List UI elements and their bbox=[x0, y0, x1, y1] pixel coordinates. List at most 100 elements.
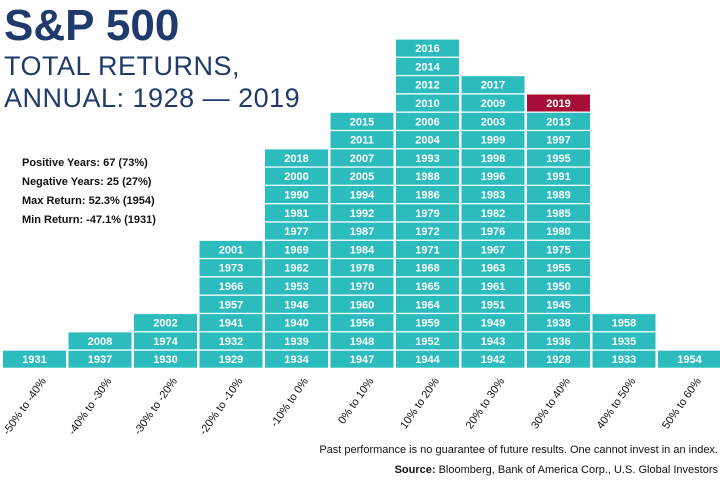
year-label: 1988 bbox=[415, 171, 439, 183]
year-label: 1981 bbox=[284, 208, 308, 220]
year-label: 1994 bbox=[350, 190, 375, 202]
year-box-1946: 1946 bbox=[265, 295, 328, 313]
year-label: 1985 bbox=[546, 208, 570, 220]
year-box-rect bbox=[330, 186, 394, 203]
year-box-rect bbox=[396, 76, 459, 94]
year-box-rect bbox=[461, 332, 525, 350]
year-box-1938: 1938 bbox=[527, 314, 590, 332]
year-box-2014: 2014 bbox=[396, 57, 459, 75]
category-label: 20% to 30% bbox=[464, 376, 508, 432]
year-box-1943: 1943 bbox=[461, 332, 525, 350]
year-box-1985: 1985 bbox=[527, 204, 590, 222]
year-label: 2014 bbox=[415, 61, 440, 73]
year-label: 1979 bbox=[415, 208, 439, 220]
year-box-rect bbox=[330, 167, 394, 185]
year-label: 1959 bbox=[415, 318, 439, 330]
year-box-1955: 1955 bbox=[527, 259, 590, 277]
year-box-rect bbox=[330, 332, 394, 350]
year-label: 1937 bbox=[88, 354, 112, 366]
year-box-1964: 1964 bbox=[396, 295, 459, 313]
year-box-rect bbox=[3, 350, 66, 368]
year-box-1930: 1930 bbox=[134, 350, 197, 368]
year-box-1929: 1929 bbox=[199, 350, 263, 368]
year-label: 1966 bbox=[219, 281, 243, 293]
year-box-1983: 1983 bbox=[461, 186, 525, 203]
year-label: 1992 bbox=[350, 208, 374, 220]
year-box-1948: 1948 bbox=[330, 332, 394, 350]
year-label: 1998 bbox=[481, 153, 505, 165]
year-label: 2000 bbox=[284, 171, 308, 183]
year-box-rect bbox=[461, 259, 525, 277]
year-label: 1939 bbox=[284, 336, 308, 348]
year-box-2012: 2012 bbox=[396, 76, 459, 94]
year-box-rect bbox=[527, 186, 590, 203]
year-box-rect bbox=[527, 94, 590, 112]
year-label: 1942 bbox=[481, 354, 505, 366]
year-box-rect bbox=[527, 314, 590, 332]
year-box-rect bbox=[396, 186, 459, 203]
year-label: 2008 bbox=[88, 336, 112, 348]
year-label: 1995 bbox=[546, 153, 570, 165]
title-block: S&P 500 TOTAL RETURNS, ANNUAL: 1928 — 20… bbox=[4, 2, 300, 114]
year-label: 1977 bbox=[284, 226, 308, 238]
year-box-1974: 1974 bbox=[134, 332, 197, 350]
year-box-rect bbox=[527, 222, 590, 240]
year-label: 1938 bbox=[546, 318, 570, 330]
year-box-rect bbox=[396, 39, 459, 57]
year-box-1950: 1950 bbox=[527, 277, 590, 295]
year-label: 1968 bbox=[415, 263, 439, 275]
year-label: 1957 bbox=[219, 299, 243, 311]
year-box-rect bbox=[330, 112, 394, 130]
category-label: -30% to -20% bbox=[132, 376, 180, 438]
year-label: 1974 bbox=[153, 336, 178, 348]
year-box-1958: 1958 bbox=[592, 314, 656, 332]
year-box-1984: 1984 bbox=[330, 240, 394, 258]
year-box-rect bbox=[330, 350, 394, 368]
year-label: 1961 bbox=[481, 281, 505, 293]
year-box-1981: 1981 bbox=[265, 204, 328, 222]
year-label: 1944 bbox=[415, 354, 440, 366]
year-box-rect bbox=[330, 222, 394, 240]
year-box-2017: 2017 bbox=[461, 76, 525, 94]
year-label: 1932 bbox=[219, 336, 243, 348]
year-box-rect bbox=[330, 204, 394, 222]
year-box-1961: 1961 bbox=[461, 277, 525, 295]
category-label: -40% to -30% bbox=[66, 376, 114, 438]
year-box-1960: 1960 bbox=[330, 295, 394, 313]
year-box-rect bbox=[265, 240, 328, 258]
year-box-rect bbox=[461, 222, 525, 240]
stat-max-return: Max Return: 52.3% (1954) bbox=[22, 195, 155, 207]
year-box-1931: 1931 bbox=[3, 350, 66, 368]
category-label: 30% to 40% bbox=[529, 376, 573, 432]
year-box-rect bbox=[199, 240, 263, 258]
year-box-1967: 1967 bbox=[461, 240, 525, 258]
page-title: S&P 500 bbox=[4, 1, 180, 50]
year-box-rect bbox=[330, 259, 394, 277]
year-box-rect bbox=[527, 259, 590, 277]
year-label: 1997 bbox=[546, 135, 570, 147]
year-box-rect bbox=[461, 277, 525, 295]
year-box-1963: 1963 bbox=[461, 259, 525, 277]
year-label: 1993 bbox=[415, 153, 439, 165]
year-box-rect bbox=[527, 167, 590, 185]
year-box-rect bbox=[396, 259, 459, 277]
year-box-rect bbox=[592, 314, 656, 332]
year-box-2010: 2010 bbox=[396, 94, 459, 112]
year-label: 1953 bbox=[284, 281, 308, 293]
year-box-1968: 1968 bbox=[396, 259, 459, 277]
year-box-1934: 1934 bbox=[265, 350, 328, 368]
year-box-rect bbox=[199, 277, 263, 295]
year-box-rect bbox=[396, 222, 459, 240]
year-box-rect bbox=[527, 112, 590, 130]
year-box-1945: 1945 bbox=[527, 295, 590, 313]
year-box-rect bbox=[330, 240, 394, 258]
year-label: 1971 bbox=[415, 244, 439, 256]
year-box-1969: 1969 bbox=[265, 240, 328, 258]
year-box-rect bbox=[265, 259, 328, 277]
category-label: -50% to -40% bbox=[1, 376, 49, 438]
year-label: 1989 bbox=[546, 190, 570, 202]
year-label: 1984 bbox=[350, 244, 375, 256]
year-box-rect bbox=[265, 204, 328, 222]
year-label: 2006 bbox=[415, 116, 439, 128]
histogram-chart: 1931 -50% to -40% 1937 2008 -40% to -30% 1930… bbox=[1, 39, 720, 438]
